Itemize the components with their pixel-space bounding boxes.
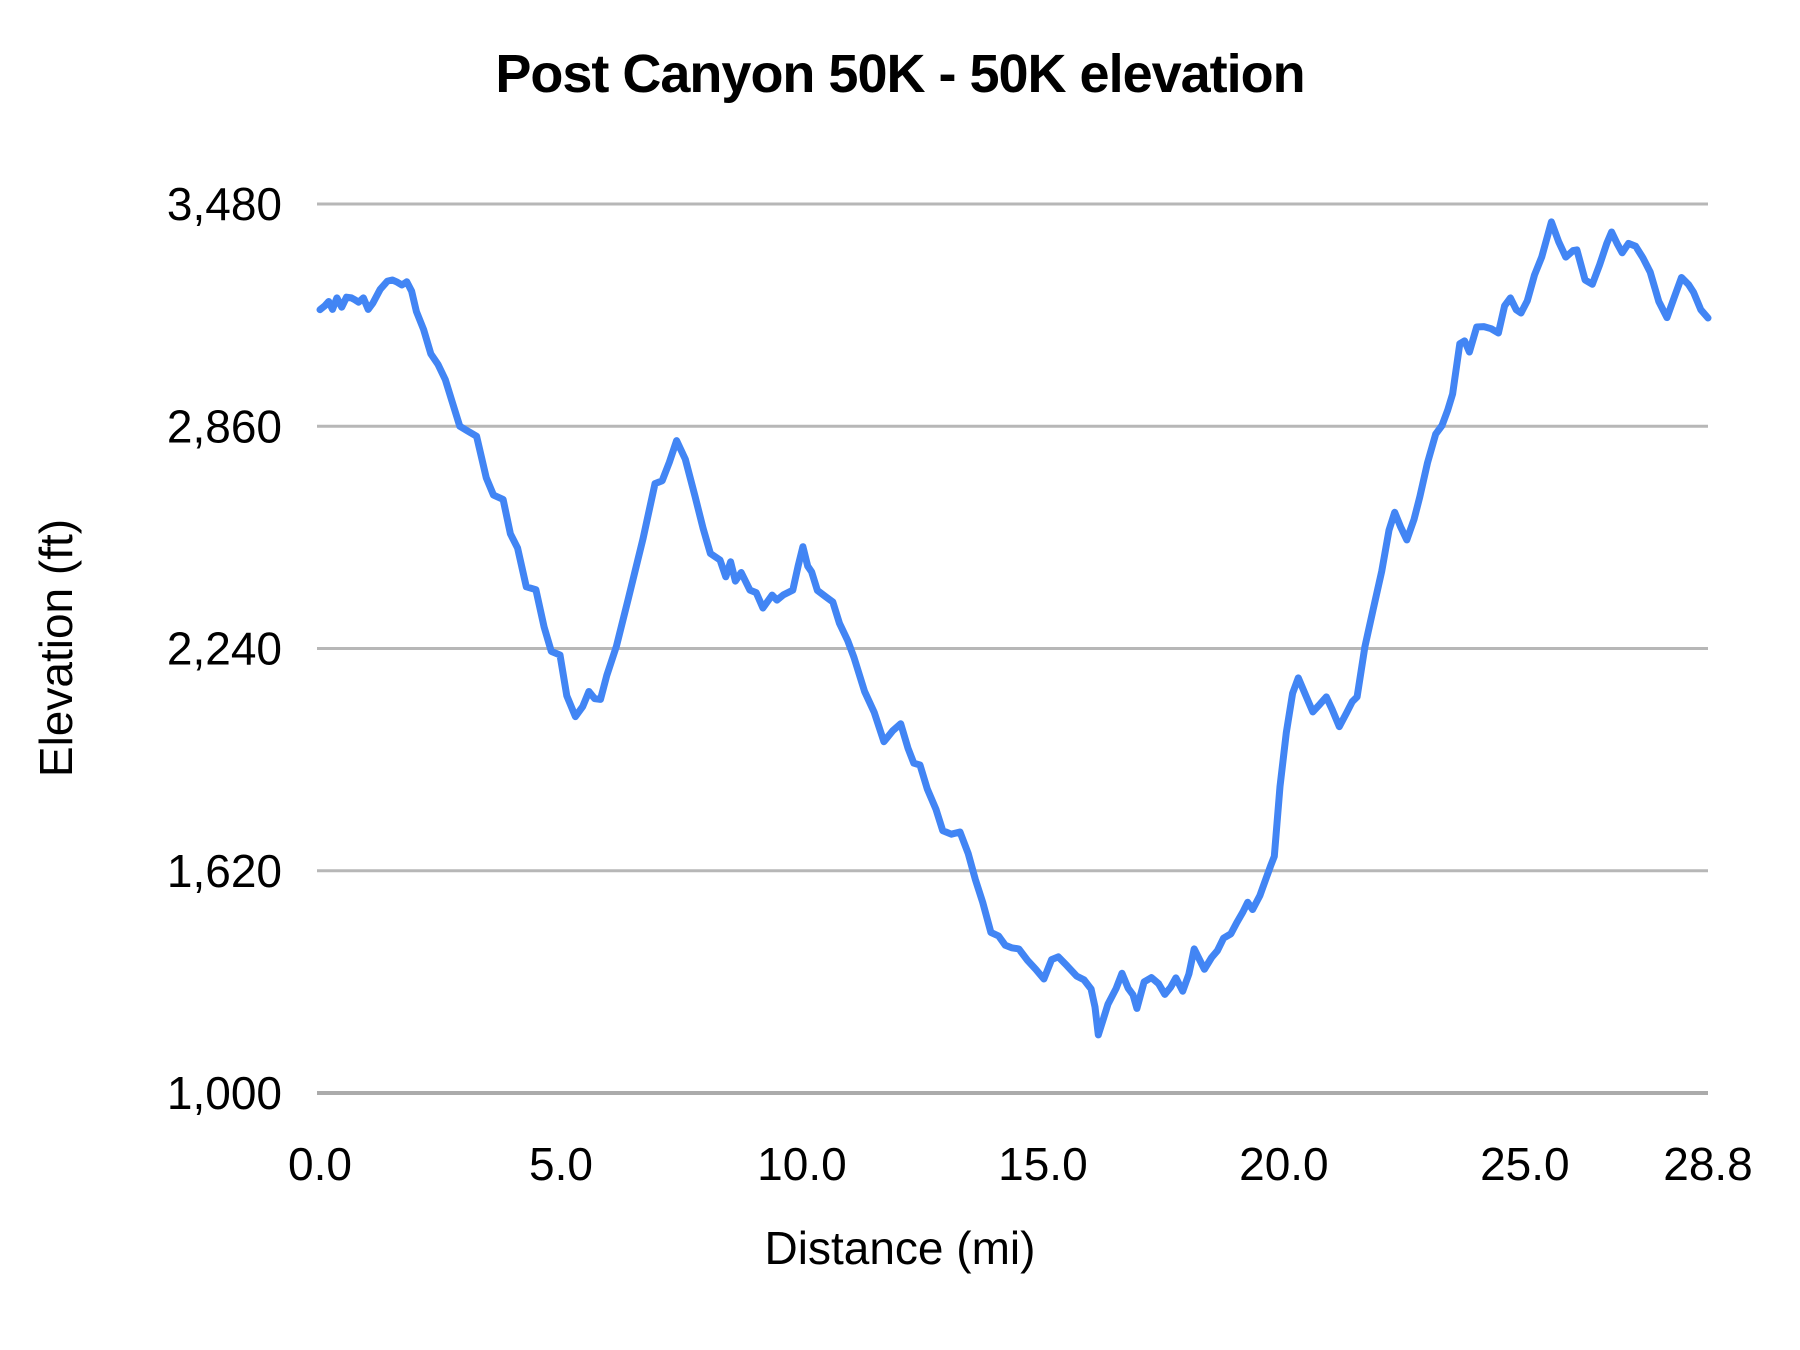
- x-tick-label: 0.0: [288, 1138, 352, 1190]
- y-tick-label: 1,000: [167, 1067, 282, 1119]
- x-tick-label: 25.0: [1480, 1138, 1570, 1190]
- elevation-line-series: [316, 218, 1712, 1039]
- y-axis-tick-labels: 3,480 2,860 2,240 1,620 1,000: [167, 178, 282, 1119]
- chart-title: Post Canyon 50K - 50K elevation: [495, 44, 1304, 104]
- y-tick-label: 1,620: [167, 845, 282, 897]
- x-tick-label: 15.0: [998, 1138, 1088, 1190]
- x-axis-tick-labels: 0.0 5.0 10.0 15.0 20.0 25.0 28.8: [288, 1138, 1753, 1190]
- x-tick-label: 28.8: [1663, 1138, 1753, 1190]
- y-axis-title: Elevation (ft): [30, 519, 82, 777]
- x-axis-title: Distance (mi): [765, 1222, 1036, 1274]
- x-tick-label: 5.0: [529, 1138, 593, 1190]
- y-tick-label: 2,240: [167, 623, 282, 675]
- x-tick-label: 20.0: [1239, 1138, 1329, 1190]
- gridlines-group: [317, 202, 1708, 1095]
- x-tick-label: 10.0: [757, 1138, 847, 1190]
- y-tick-label: 2,860: [167, 400, 282, 452]
- y-tick-label: 3,480: [167, 178, 282, 230]
